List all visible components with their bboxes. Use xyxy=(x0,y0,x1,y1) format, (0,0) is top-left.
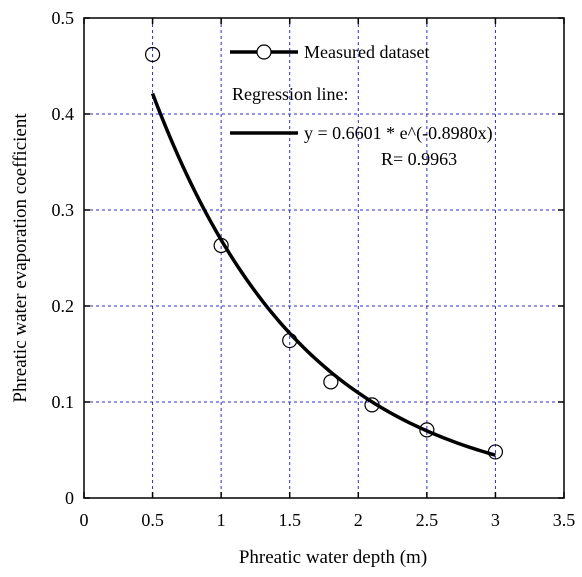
x-tick-label: 1.5 xyxy=(278,510,301,530)
x-tick-label: 1 xyxy=(217,510,226,530)
y-tick-label: 0.5 xyxy=(52,8,75,28)
legend-r-label: R= 0.9963 xyxy=(381,149,457,169)
data-point xyxy=(364,397,380,413)
data-point xyxy=(323,374,339,390)
x-axis-title: Phreatic water depth (m) xyxy=(239,547,427,568)
x-tick-label: 0.5 xyxy=(141,510,164,530)
legend-measured-marker xyxy=(256,44,272,60)
data-point xyxy=(282,332,298,349)
y-tick-label: 0.4 xyxy=(52,104,75,124)
y-axis-title: Phreatic water evaporation coefficient xyxy=(10,113,31,403)
legend-equation-label: y = 0.6601 * e^(-0.8980x) xyxy=(304,123,493,144)
legend-regression-heading: Regression line: xyxy=(232,84,348,104)
data-point xyxy=(144,46,161,63)
regression-curve xyxy=(150,92,496,457)
data-point xyxy=(213,237,229,254)
measured-markers xyxy=(144,46,504,460)
y-tick-label: 0.2 xyxy=(52,296,75,316)
legend-measured-label: Measured dataset xyxy=(304,42,429,62)
x-tick-label: 2.5 xyxy=(416,510,439,530)
plot-frame xyxy=(83,17,565,499)
data-point xyxy=(487,444,504,460)
tick-labels: 0 0.5 1 1.5 2 2.5 3 3.5 0 0.1 0.2 0.3 0.4 0.5 xyxy=(52,8,576,530)
y-tick-label: 0.3 xyxy=(52,200,75,220)
x-tick-label: 2 xyxy=(354,510,363,530)
y-tick-label: 0.1 xyxy=(52,392,75,412)
data-point xyxy=(419,422,435,438)
x-tick-label: 0 xyxy=(80,510,89,530)
x-tick-label: 3 xyxy=(491,510,500,530)
y-tick-label: 0 xyxy=(65,488,74,508)
x-tick-label: 3.5 xyxy=(553,510,576,530)
legend: Measured dataset Regression line: y = 0.… xyxy=(230,42,493,169)
grid-lines xyxy=(84,18,564,498)
axis-ticks xyxy=(83,17,565,499)
